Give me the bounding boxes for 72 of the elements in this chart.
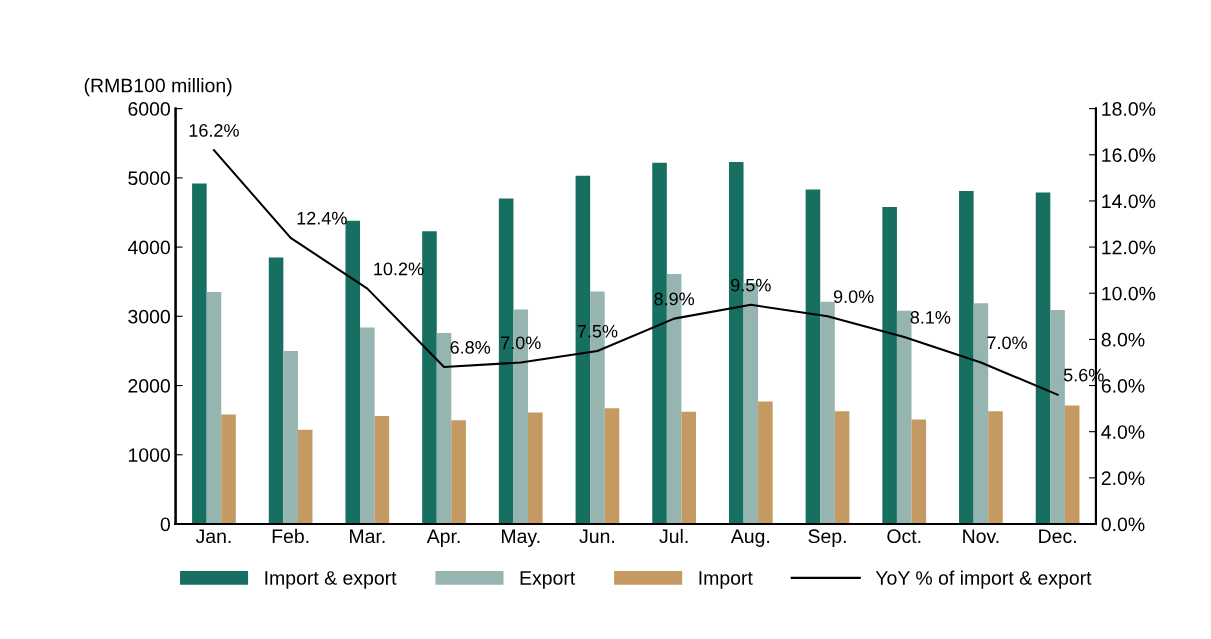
data-label: 7.5% xyxy=(577,324,618,338)
y-axis-title: (RMB100 million) xyxy=(84,78,232,97)
x-tick-label: May. xyxy=(501,529,540,547)
x-tick-label: Jun. xyxy=(579,529,615,544)
bar xyxy=(192,183,207,524)
bar xyxy=(882,206,897,524)
data-label: 8.9% xyxy=(654,292,695,306)
y2-tick-label: 16.0% xyxy=(1102,148,1156,163)
data-label: 7.0% xyxy=(501,336,541,350)
y-tick-label: 5000 xyxy=(128,171,170,186)
bar xyxy=(681,411,696,524)
y2-tick-label: 8.0% xyxy=(1101,332,1145,347)
bar xyxy=(973,303,989,524)
bar xyxy=(297,429,313,524)
bar xyxy=(451,420,466,524)
bar xyxy=(911,419,927,524)
x-tick-label: Sep. xyxy=(808,529,846,547)
bar xyxy=(758,401,773,524)
bar xyxy=(345,220,361,524)
x-tick-label: Dec. xyxy=(1039,529,1076,544)
bar xyxy=(988,411,1003,524)
y2-tick-label: 12.0% xyxy=(1102,240,1156,255)
bar xyxy=(206,292,222,524)
bar xyxy=(283,350,298,524)
y-tick-label: 0 xyxy=(160,517,170,532)
y2-tick-label: 0.0% xyxy=(1101,517,1145,532)
bar xyxy=(374,415,390,524)
bar xyxy=(436,332,452,524)
y-tick-label: 2000 xyxy=(128,379,170,393)
y-tick-label: 3000 xyxy=(128,309,170,324)
y2-tick-label: 4.0% xyxy=(1101,425,1145,439)
data-label: 8.1% xyxy=(910,311,951,324)
x-tick-label: Oct. xyxy=(887,529,921,544)
y2-tick-label: 14.0% xyxy=(1102,194,1156,209)
legend-label: Import xyxy=(699,571,753,589)
bar xyxy=(834,411,850,524)
y-tick-label: 4000 xyxy=(127,240,170,255)
x-tick-label: Mar. xyxy=(350,529,385,544)
x-tick-label: Nov. xyxy=(963,529,999,544)
x-tick-label: Aug. xyxy=(730,529,770,547)
y2-tick-label: 10.0% xyxy=(1102,286,1156,301)
bar xyxy=(959,191,974,524)
data-label: 9.0% xyxy=(833,290,874,304)
bar xyxy=(1035,192,1051,524)
y-tick-label: 6000 xyxy=(128,102,170,116)
y-tick-label: 1000 xyxy=(128,448,170,462)
line-series xyxy=(212,149,1059,396)
bar xyxy=(1050,310,1065,524)
legend-label: Import & export xyxy=(265,571,397,589)
bar xyxy=(221,414,236,524)
x-tick-label: Feb. xyxy=(272,528,309,544)
bar xyxy=(604,408,620,524)
x-tick-label: Jan. xyxy=(195,529,231,544)
data-label: 16.2% xyxy=(189,124,239,137)
data-label: 6.8% xyxy=(450,340,491,354)
bar xyxy=(360,327,375,524)
x-tick-label: Jul. xyxy=(659,528,688,544)
x-tick-label: Apr. xyxy=(426,529,460,547)
legend-label: YoY % of import & export xyxy=(875,570,1092,589)
data-label: 7.0% xyxy=(987,336,1027,350)
bar xyxy=(1064,405,1080,524)
bar xyxy=(528,412,543,524)
bar xyxy=(820,301,835,524)
legend-label: Export xyxy=(520,571,576,589)
y2-tick-label: 2.0% xyxy=(1101,471,1145,486)
data-label: 12.4% xyxy=(297,211,347,225)
bar xyxy=(268,257,284,524)
bar xyxy=(805,189,821,524)
y2-tick-label: 18.0% xyxy=(1102,102,1156,116)
bar xyxy=(422,231,437,524)
bar xyxy=(896,310,912,524)
data-label: 9.5% xyxy=(731,278,771,292)
